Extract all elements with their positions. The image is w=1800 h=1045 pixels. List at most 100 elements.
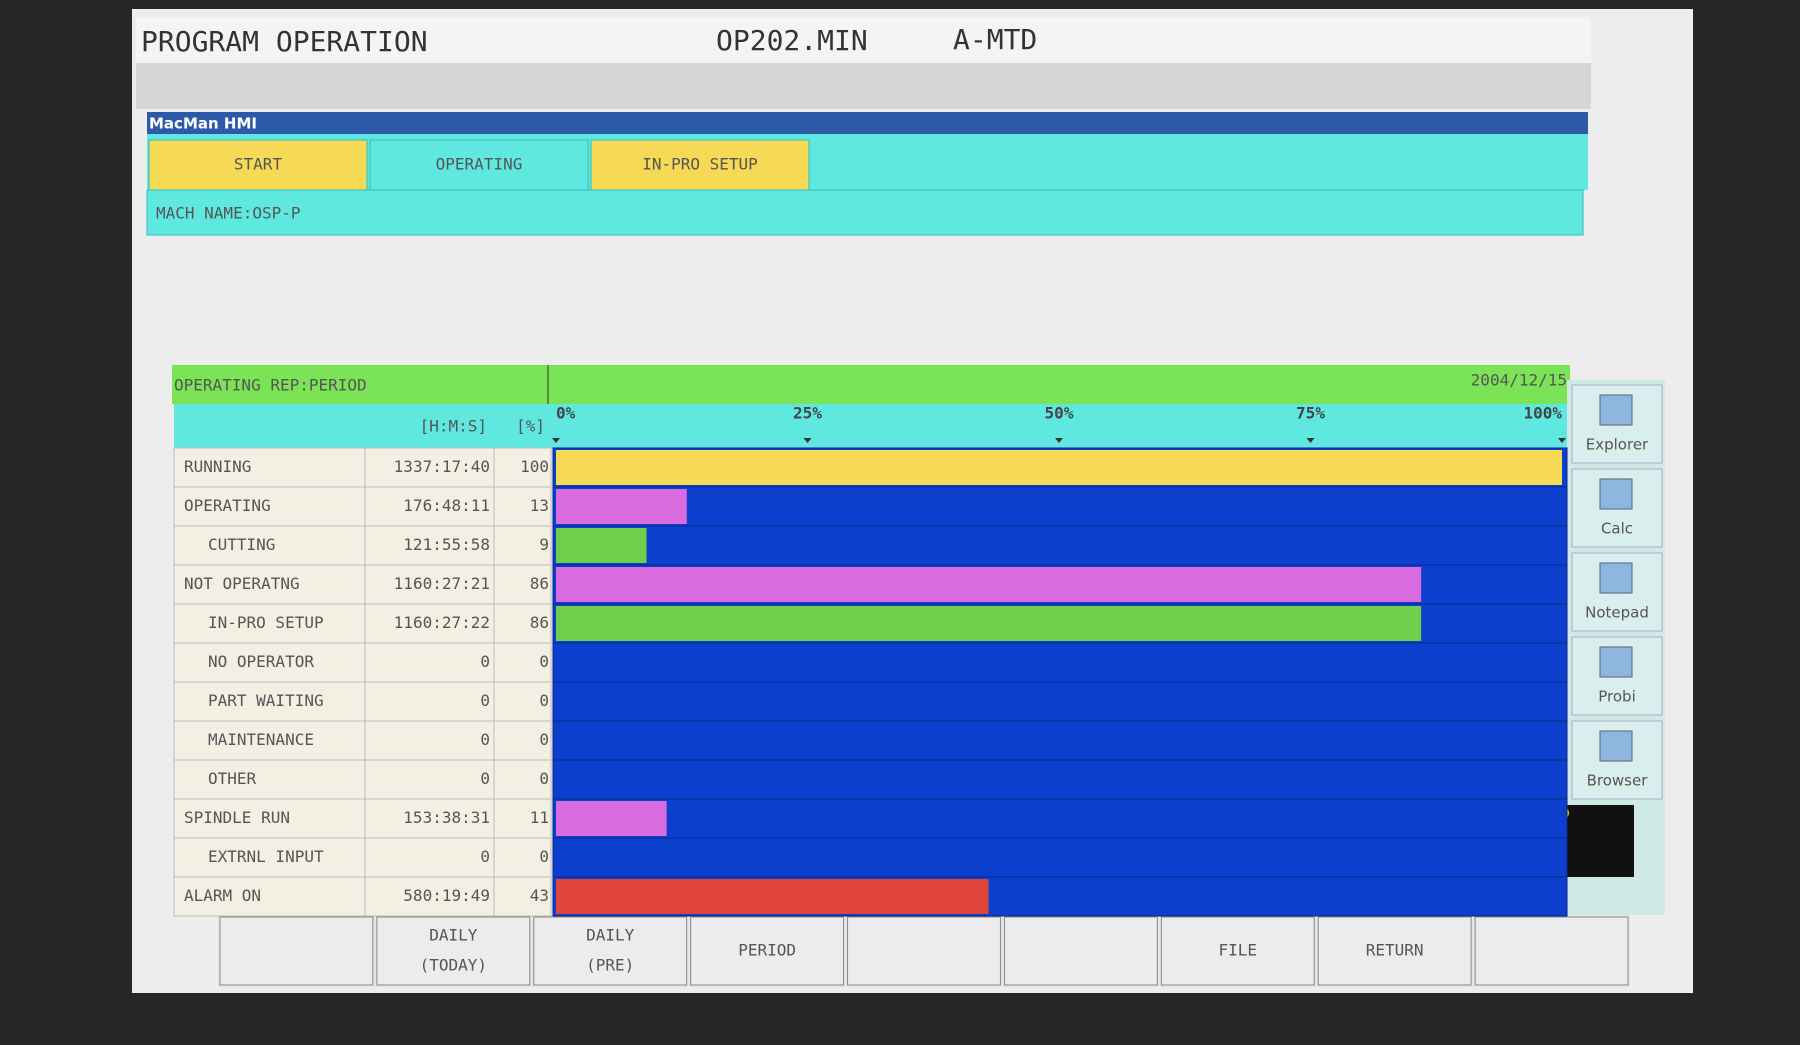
row-label: NOT OPERATNG <box>184 574 300 593</box>
row-label-cell <box>173 876 366 917</box>
softkey[interactable] <box>219 916 374 986</box>
softkey-label: (PRE) <box>586 956 634 975</box>
scale-tick <box>1558 438 1566 443</box>
row-time: 153:38:31 <box>403 808 490 827</box>
tab-label: OPERATING <box>436 155 523 174</box>
row-time: 0 <box>480 769 490 788</box>
tool-icon <box>1599 394 1633 426</box>
bar-track <box>552 798 1568 839</box>
tool-icon <box>1599 730 1633 762</box>
row-percent-cell <box>493 525 552 566</box>
softkey[interactable] <box>533 916 688 986</box>
app-bar <box>147 112 1588 134</box>
row-time-cell <box>364 525 495 566</box>
row-percent-cell <box>493 759 552 800</box>
bar <box>556 489 687 524</box>
app-title: MacMan HMI <box>149 115 257 133</box>
softkey[interactable] <box>1474 916 1629 986</box>
softkey[interactable] <box>1003 916 1158 986</box>
row-label: NO OPERATOR <box>208 652 314 671</box>
row-time: 121:55:58 <box>403 535 490 554</box>
row-percent: 0 <box>539 847 549 866</box>
softkey[interactable] <box>847 916 1001 986</box>
row-percent-cell <box>493 681 552 722</box>
row-label-cell <box>173 486 366 527</box>
row-time: 1160:27:22 <box>394 613 490 632</box>
row-percent: 0 <box>539 691 549 710</box>
column-time: [H:M:S] <box>420 417 487 436</box>
title-bar <box>136 17 1591 63</box>
scale-tick <box>1055 438 1063 443</box>
row-time: 580:19:49 <box>403 886 490 905</box>
bar <box>556 801 667 836</box>
scale-tick <box>552 438 560 443</box>
row-percent-cell <box>493 564 552 605</box>
tool-icon <box>1599 478 1633 510</box>
row-percent: 86 <box>530 613 549 632</box>
row-percent-cell <box>493 447 552 488</box>
row-time-cell <box>364 759 495 800</box>
bar-track <box>552 525 1568 566</box>
report-title: OPERATING REP:PERIOD <box>174 376 367 395</box>
bar-track <box>552 486 1568 527</box>
row-percent-cell <box>493 876 552 917</box>
row-percent: 11 <box>530 808 549 827</box>
tab[interactable] <box>148 139 368 191</box>
row-percent-cell <box>493 642 552 683</box>
softkey-label: RETURN <box>1366 941 1424 960</box>
report-date: 2004/12/15 <box>1471 371 1567 390</box>
row-time: 1160:27:21 <box>394 574 490 593</box>
machine-bar <box>146 189 1584 236</box>
bar-track <box>552 837 1568 878</box>
row-time-cell <box>364 837 495 878</box>
softkey-label: PERIOD <box>738 941 796 960</box>
row-time-cell <box>364 681 495 722</box>
row-label: EXTRNL INPUT <box>208 847 324 866</box>
tool-label: Calc <box>1601 520 1633 538</box>
row-label-cell <box>173 798 366 839</box>
row-percent: 43 <box>530 886 549 905</box>
column-percent: [%] <box>516 417 545 436</box>
report-header <box>172 365 1570 404</box>
row-time: 1337:17:40 <box>394 457 490 476</box>
bar-track <box>552 720 1568 761</box>
row-time-cell <box>364 564 495 605</box>
tab[interactable] <box>590 139 810 191</box>
row-label: RUNNING <box>184 457 251 476</box>
row-percent: 0 <box>539 652 549 671</box>
softkey[interactable] <box>376 916 531 986</box>
row-percent: 86 <box>530 574 549 593</box>
row-label: OTHER <box>208 769 257 788</box>
row-label: SPINDLE RUN <box>184 808 290 827</box>
tab[interactable] <box>369 139 589 191</box>
column-header <box>174 404 1567 448</box>
softkey[interactable] <box>1317 916 1472 986</box>
row-time: 0 <box>480 730 490 749</box>
scale-tick <box>803 438 812 443</box>
tool-label: Explorer <box>1586 436 1649 454</box>
row-label: CUTTING <box>208 535 275 554</box>
row-percent: 0 <box>539 730 549 749</box>
row-percent-cell <box>493 486 552 527</box>
bar <box>556 528 647 563</box>
row-percent: 0 <box>539 769 549 788</box>
tab-label: IN-PRO SETUP <box>642 155 758 174</box>
bar <box>556 450 1562 485</box>
softkey-label: FILE <box>1219 941 1258 960</box>
row-time-cell <box>364 876 495 917</box>
softkey[interactable] <box>690 916 845 986</box>
row-time: 0 <box>480 652 490 671</box>
row-time-cell <box>364 486 495 527</box>
scale-label: 25% <box>793 404 822 423</box>
bar-track <box>552 681 1568 722</box>
scale-tick <box>1306 438 1315 443</box>
softkey-label: DAILY <box>586 926 635 945</box>
row-label: IN-PRO SETUP <box>208 613 324 632</box>
softkey[interactable] <box>1160 916 1315 986</box>
softkey-label: (TODAY) <box>420 956 487 975</box>
row-label: OPERATING <box>184 496 271 515</box>
machine-name: MACH NAME:OSP-P <box>156 204 301 223</box>
row-percent-cell <box>493 798 552 839</box>
